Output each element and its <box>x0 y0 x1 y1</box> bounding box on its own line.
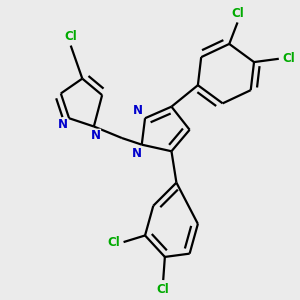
Text: N: N <box>91 129 100 142</box>
Text: N: N <box>133 104 143 118</box>
Text: N: N <box>58 118 68 131</box>
Text: N: N <box>132 147 142 161</box>
Text: Cl: Cl <box>282 52 295 65</box>
Text: Cl: Cl <box>64 30 77 43</box>
Text: Cl: Cl <box>231 7 244 20</box>
Text: Cl: Cl <box>107 236 120 249</box>
Text: Cl: Cl <box>157 284 169 296</box>
